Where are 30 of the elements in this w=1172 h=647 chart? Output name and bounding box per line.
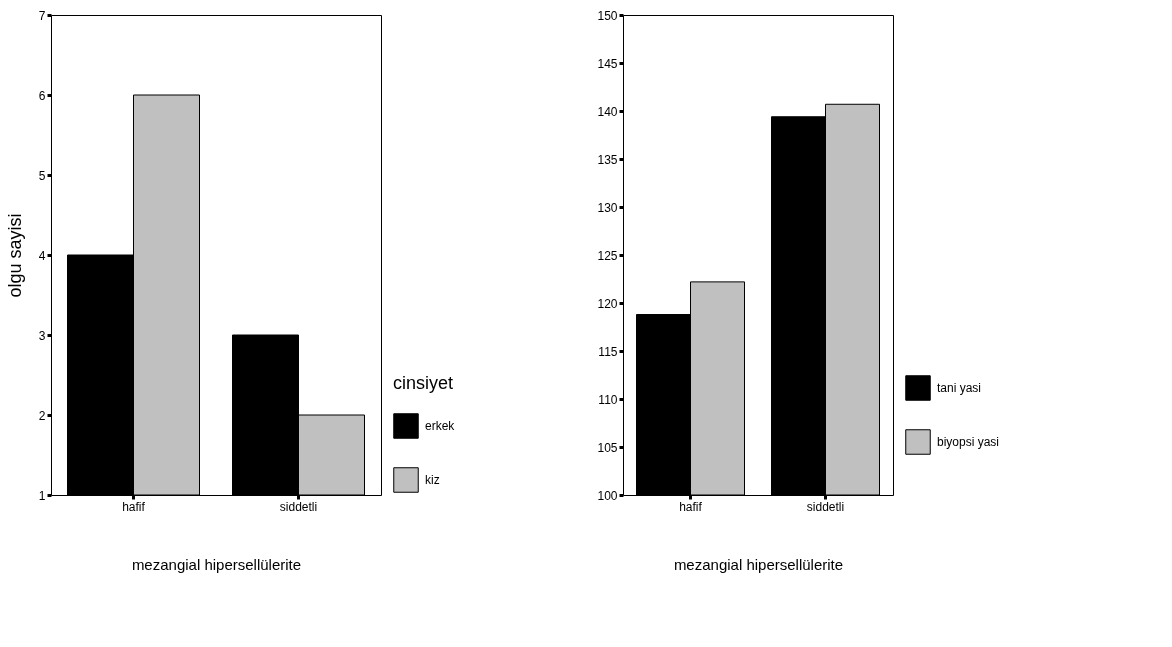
- y-tick-label: 6: [38, 88, 46, 103]
- x-tick-label: siddetli: [806, 499, 845, 514]
- x-axis-title: mezangial hipersellülerite: [131, 555, 302, 573]
- x-axis-title: mezangial hipersellülerite: [673, 555, 844, 573]
- y-tick-label: 145: [597, 56, 618, 71]
- y-tick-label: 150: [597, 8, 618, 23]
- y-tick-label: 5: [38, 168, 46, 183]
- y-tick-label: 1: [38, 488, 46, 503]
- y-axis-title: olgu sayisi: [4, 213, 25, 298]
- y-tick-label: 120: [597, 296, 618, 311]
- y-tick-label: 125: [597, 248, 618, 263]
- legend-label: kiz: [425, 473, 440, 487]
- legend-label: tani yasi: [937, 381, 982, 395]
- legend-title: cinsiyet: [393, 373, 454, 393]
- y-tick-label: 140: [597, 104, 618, 119]
- y-tick-label: 2: [38, 408, 46, 423]
- legend-label: biyopsi yasi: [937, 435, 1000, 449]
- y-tick-label: 130: [597, 200, 618, 215]
- y-tick-label: 110: [598, 392, 618, 407]
- y-tick-label: 3: [38, 328, 46, 343]
- y-tick-label: 7: [38, 8, 46, 23]
- y-tick-label: 135: [597, 152, 618, 167]
- y-tick-label: 105: [597, 440, 618, 455]
- y-tick-label: 115: [598, 344, 618, 359]
- legend-label: erkek: [425, 419, 456, 433]
- y-tick-label: 4: [38, 248, 46, 263]
- x-tick-label: siddetli: [279, 499, 318, 514]
- x-tick-label: hafif: [679, 499, 703, 514]
- y-tick-label: 100: [597, 488, 618, 503]
- x-tick-label: hafif: [122, 499, 146, 514]
